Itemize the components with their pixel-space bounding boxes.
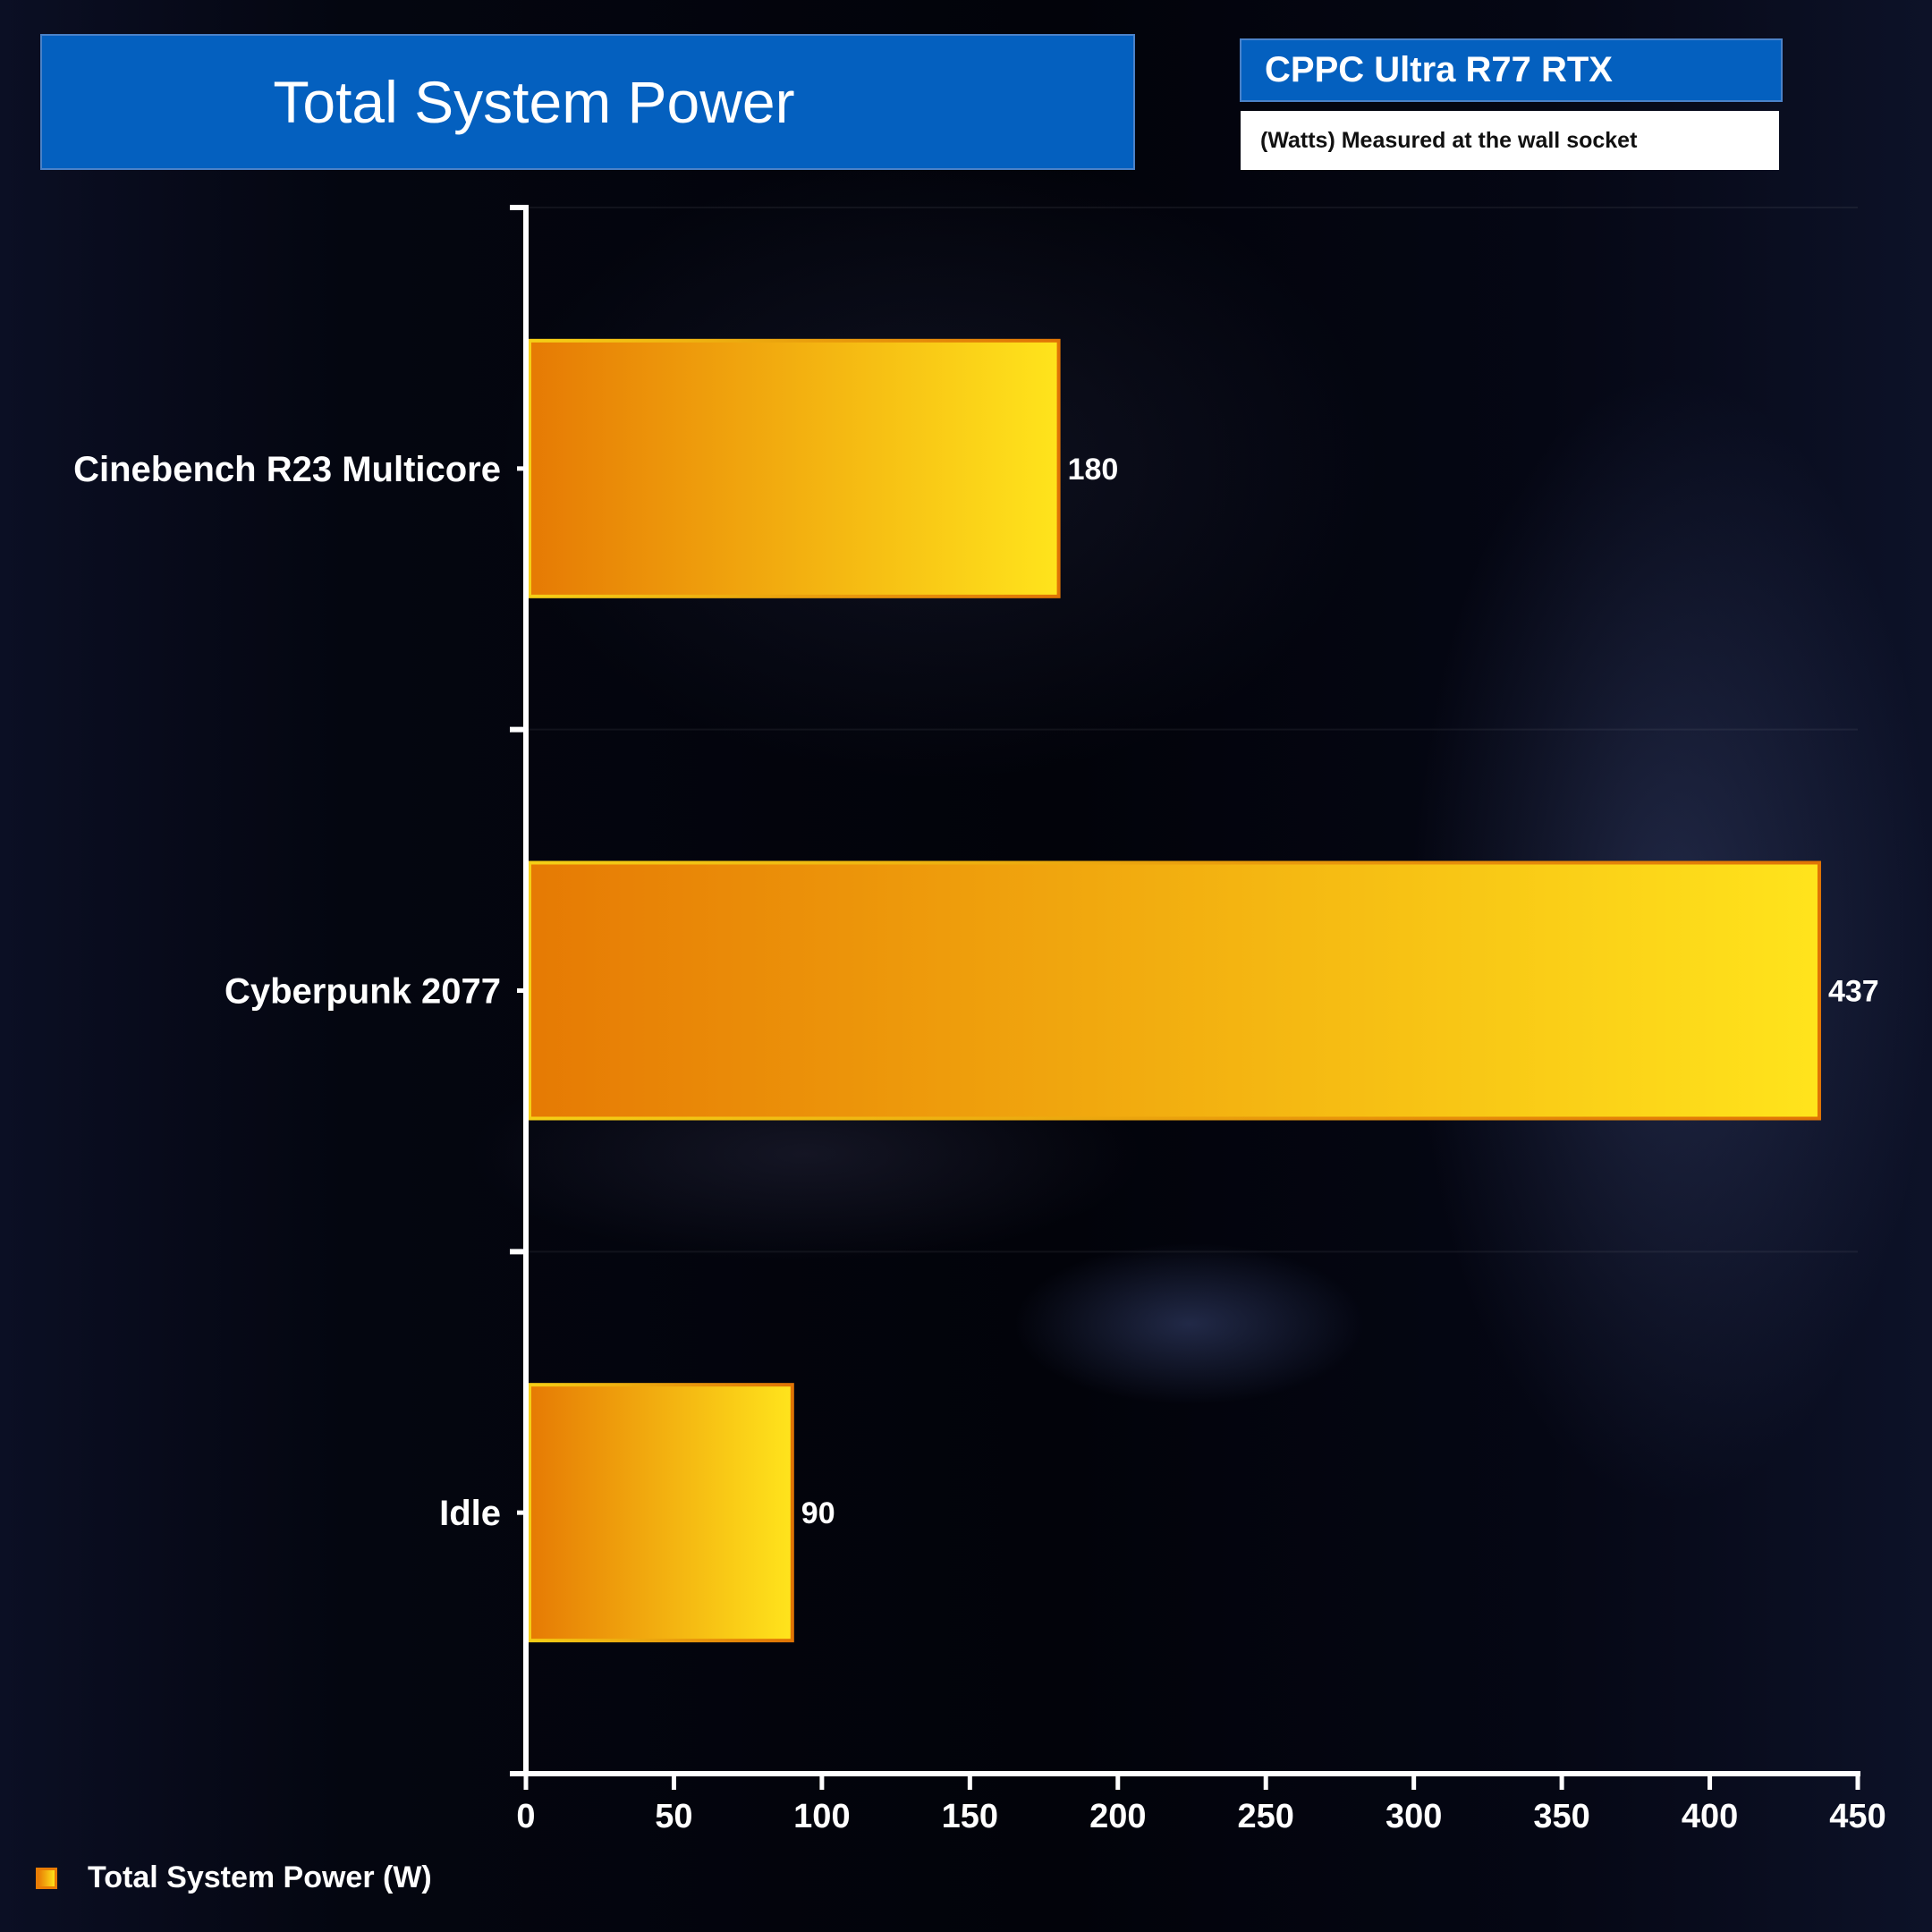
product-name-banner: CPPC Ultra R77 RTX: [1240, 38, 1783, 102]
bar-idle: [528, 1383, 794, 1643]
unit-note-box: (Watts) Measured at the wall socket: [1241, 111, 1779, 170]
unit-note: (Watts) Measured at the wall socket: [1260, 127, 1638, 153]
x-tick-label: 200: [1089, 1798, 1146, 1835]
category-label: Idle: [439, 1494, 501, 1533]
bar-cyberpunk-2077: [528, 860, 1821, 1121]
product-name: CPPC Ultra R77 RTX: [1265, 50, 1613, 89]
x-tick-label: 450: [1829, 1798, 1885, 1835]
legend-swatch: [36, 1867, 57, 1889]
category-label: Cyberpunk 2077: [225, 972, 501, 1012]
data-label: 90: [801, 1496, 835, 1530]
x-tick-label: 400: [1682, 1798, 1738, 1835]
chart-title: Total System Power: [273, 69, 795, 135]
legend-label: Total System Power (W): [88, 1860, 432, 1894]
bar-cinebench-r23-multicore: [528, 338, 1061, 598]
legend: Total System Power (W): [36, 1860, 432, 1895]
x-tick-label: 250: [1238, 1798, 1294, 1835]
chart-title-banner: Total System Power: [40, 34, 1135, 170]
data-label: 437: [1828, 975, 1879, 1009]
x-tick-label: 0: [516, 1798, 535, 1835]
x-tick-label: 350: [1533, 1798, 1589, 1835]
data-label: 180: [1068, 453, 1119, 487]
x-tick-label: 150: [942, 1798, 998, 1835]
x-tick-label: 300: [1385, 1798, 1442, 1835]
x-tick-label: 50: [655, 1798, 692, 1835]
category-label: Cinebench R23 Multicore: [73, 450, 501, 489]
x-tick-label: 100: [793, 1798, 850, 1835]
